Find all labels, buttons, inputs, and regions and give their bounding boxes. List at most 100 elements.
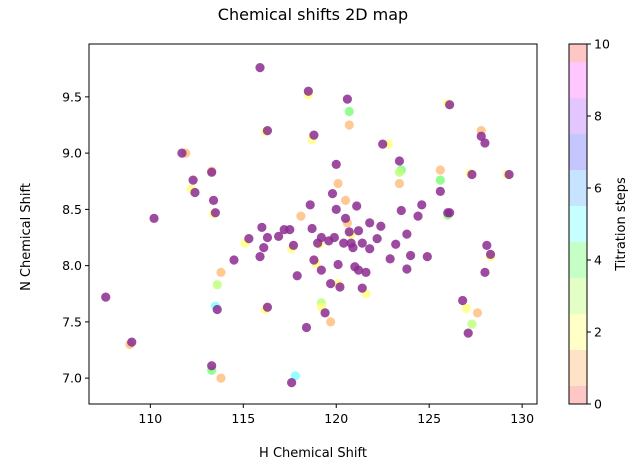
points-layer bbox=[101, 63, 514, 388]
colorbar-band bbox=[569, 350, 587, 386]
y-tick-label: 7.0 bbox=[62, 371, 82, 386]
data-point bbox=[309, 255, 319, 265]
data-point bbox=[340, 213, 351, 223]
data-point bbox=[149, 213, 159, 223]
data-point bbox=[353, 226, 364, 236]
colorbar-band bbox=[569, 44, 587, 62]
data-point bbox=[208, 195, 219, 205]
shifted-point bbox=[296, 211, 306, 221]
data-point bbox=[331, 159, 341, 169]
data-point bbox=[376, 221, 386, 231]
shifted-point bbox=[340, 195, 351, 205]
colorbar-tick-label: 0 bbox=[594, 397, 602, 412]
chart-title: Chemical shifts 2D map bbox=[218, 5, 408, 24]
shifted-point bbox=[467, 319, 477, 329]
data-point bbox=[405, 250, 416, 261]
data-point bbox=[357, 283, 367, 293]
data-point bbox=[445, 100, 455, 110]
data-point bbox=[303, 86, 313, 96]
colorbar bbox=[568, 43, 588, 405]
data-point bbox=[467, 169, 477, 180]
shifted-point bbox=[435, 165, 445, 175]
data-point bbox=[285, 225, 295, 235]
data-point bbox=[402, 264, 412, 274]
shifted-point bbox=[472, 308, 483, 318]
data-point bbox=[207, 361, 217, 371]
data-point bbox=[331, 204, 341, 214]
data-point bbox=[335, 282, 345, 292]
y-tick-label: 8.0 bbox=[62, 258, 82, 273]
data-point bbox=[417, 200, 427, 210]
data-point bbox=[307, 223, 317, 234]
colorbar-tick-label: 4 bbox=[594, 253, 602, 268]
data-point bbox=[391, 239, 401, 249]
data-point bbox=[458, 295, 468, 306]
data-point bbox=[257, 222, 267, 232]
colorbar-ticks: 0 2 4 6 8 10 bbox=[587, 37, 610, 412]
shifted-point bbox=[290, 371, 300, 381]
shifted-point bbox=[461, 303, 471, 313]
shifted-point bbox=[212, 280, 222, 290]
data-point bbox=[255, 252, 265, 262]
x-tick-label: 110 bbox=[138, 411, 162, 426]
x-tick-label: 115 bbox=[231, 411, 255, 426]
data-point bbox=[342, 94, 352, 104]
data-point bbox=[365, 218, 375, 228]
data-point bbox=[292, 271, 302, 281]
data-point bbox=[262, 302, 273, 312]
data-point bbox=[305, 200, 315, 210]
data-point bbox=[480, 267, 490, 277]
data-point bbox=[372, 234, 382, 244]
data-point bbox=[361, 267, 371, 277]
data-point bbox=[482, 240, 492, 250]
shifted-point bbox=[216, 267, 226, 277]
data-point bbox=[476, 131, 486, 141]
data-point bbox=[274, 231, 284, 241]
shifted-point bbox=[344, 106, 354, 117]
x-axis-ticks: 110 115 120 125 130 bbox=[138, 404, 534, 426]
data-point bbox=[339, 238, 349, 248]
data-point bbox=[259, 243, 269, 253]
plot-frame bbox=[88, 43, 538, 405]
colorbar-band bbox=[569, 386, 587, 404]
y-tick-label: 7.5 bbox=[62, 314, 82, 329]
data-point bbox=[385, 254, 395, 264]
y-axis-label: N Chemical Shift bbox=[19, 183, 34, 291]
data-point bbox=[316, 232, 326, 243]
colorbar-band bbox=[569, 242, 587, 278]
data-point bbox=[327, 189, 338, 199]
data-point bbox=[316, 265, 326, 275]
data-point bbox=[365, 244, 375, 254]
data-point bbox=[344, 227, 354, 237]
data-point bbox=[402, 229, 412, 239]
x-tick-label: 130 bbox=[510, 411, 534, 426]
data-point bbox=[329, 232, 339, 243]
data-point bbox=[463, 328, 473, 338]
colorbar-band bbox=[569, 314, 587, 350]
data-point bbox=[262, 126, 273, 136]
colorbar-band bbox=[569, 206, 587, 242]
data-point bbox=[348, 243, 358, 253]
shifted-point bbox=[216, 373, 226, 383]
data-point bbox=[210, 208, 221, 218]
shifted-point bbox=[344, 120, 354, 130]
data-point bbox=[177, 148, 187, 158]
shifted-point bbox=[394, 178, 405, 189]
shifted-point bbox=[394, 167, 405, 177]
data-point bbox=[378, 139, 388, 149]
colorbar-band bbox=[569, 62, 587, 98]
data-point bbox=[262, 232, 273, 243]
colorbar-tick-label: 10 bbox=[594, 37, 610, 52]
data-point bbox=[212, 304, 222, 315]
colorbar-band bbox=[569, 98, 587, 134]
data-point bbox=[422, 252, 432, 262]
colorbar-band bbox=[569, 170, 587, 206]
y-tick-label: 9.0 bbox=[62, 146, 82, 161]
shifted-point bbox=[435, 175, 445, 185]
x-axis-label: H Chemical Shift bbox=[259, 446, 367, 461]
data-point bbox=[287, 378, 297, 388]
y-tick-label: 8.5 bbox=[62, 202, 82, 217]
x-tick-label: 120 bbox=[324, 411, 348, 426]
data-point bbox=[101, 292, 111, 302]
